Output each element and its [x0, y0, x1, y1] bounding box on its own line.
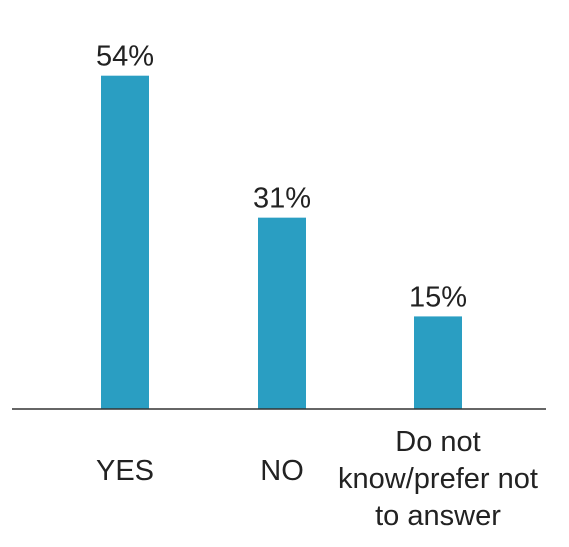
value-label-0: 54% — [96, 41, 154, 73]
category-label-1: NO — [260, 455, 304, 487]
value-labels-group: 54% 31% 15% — [96, 41, 467, 314]
category-label-0-line-0: YES — [96, 455, 154, 487]
bar-1 — [258, 217, 306, 409]
category-labels-group: YES NO Do not know/prefer not to answer — [96, 426, 538, 532]
category-label-1-line-0: NO — [260, 455, 304, 487]
category-label-2-line-0: Do not — [395, 426, 480, 458]
bar-2 — [414, 316, 462, 409]
bars-group — [101, 75, 462, 410]
category-label-2-line-1: know/prefer not — [338, 463, 538, 495]
value-label-1: 31% — [253, 183, 311, 215]
category-label-2: Do not know/prefer not to answer — [338, 426, 538, 532]
category-label-0: YES — [96, 455, 154, 487]
value-label-2: 15% — [409, 281, 467, 313]
bar-0 — [101, 75, 149, 410]
category-label-2-line-2: to answer — [375, 500, 501, 532]
